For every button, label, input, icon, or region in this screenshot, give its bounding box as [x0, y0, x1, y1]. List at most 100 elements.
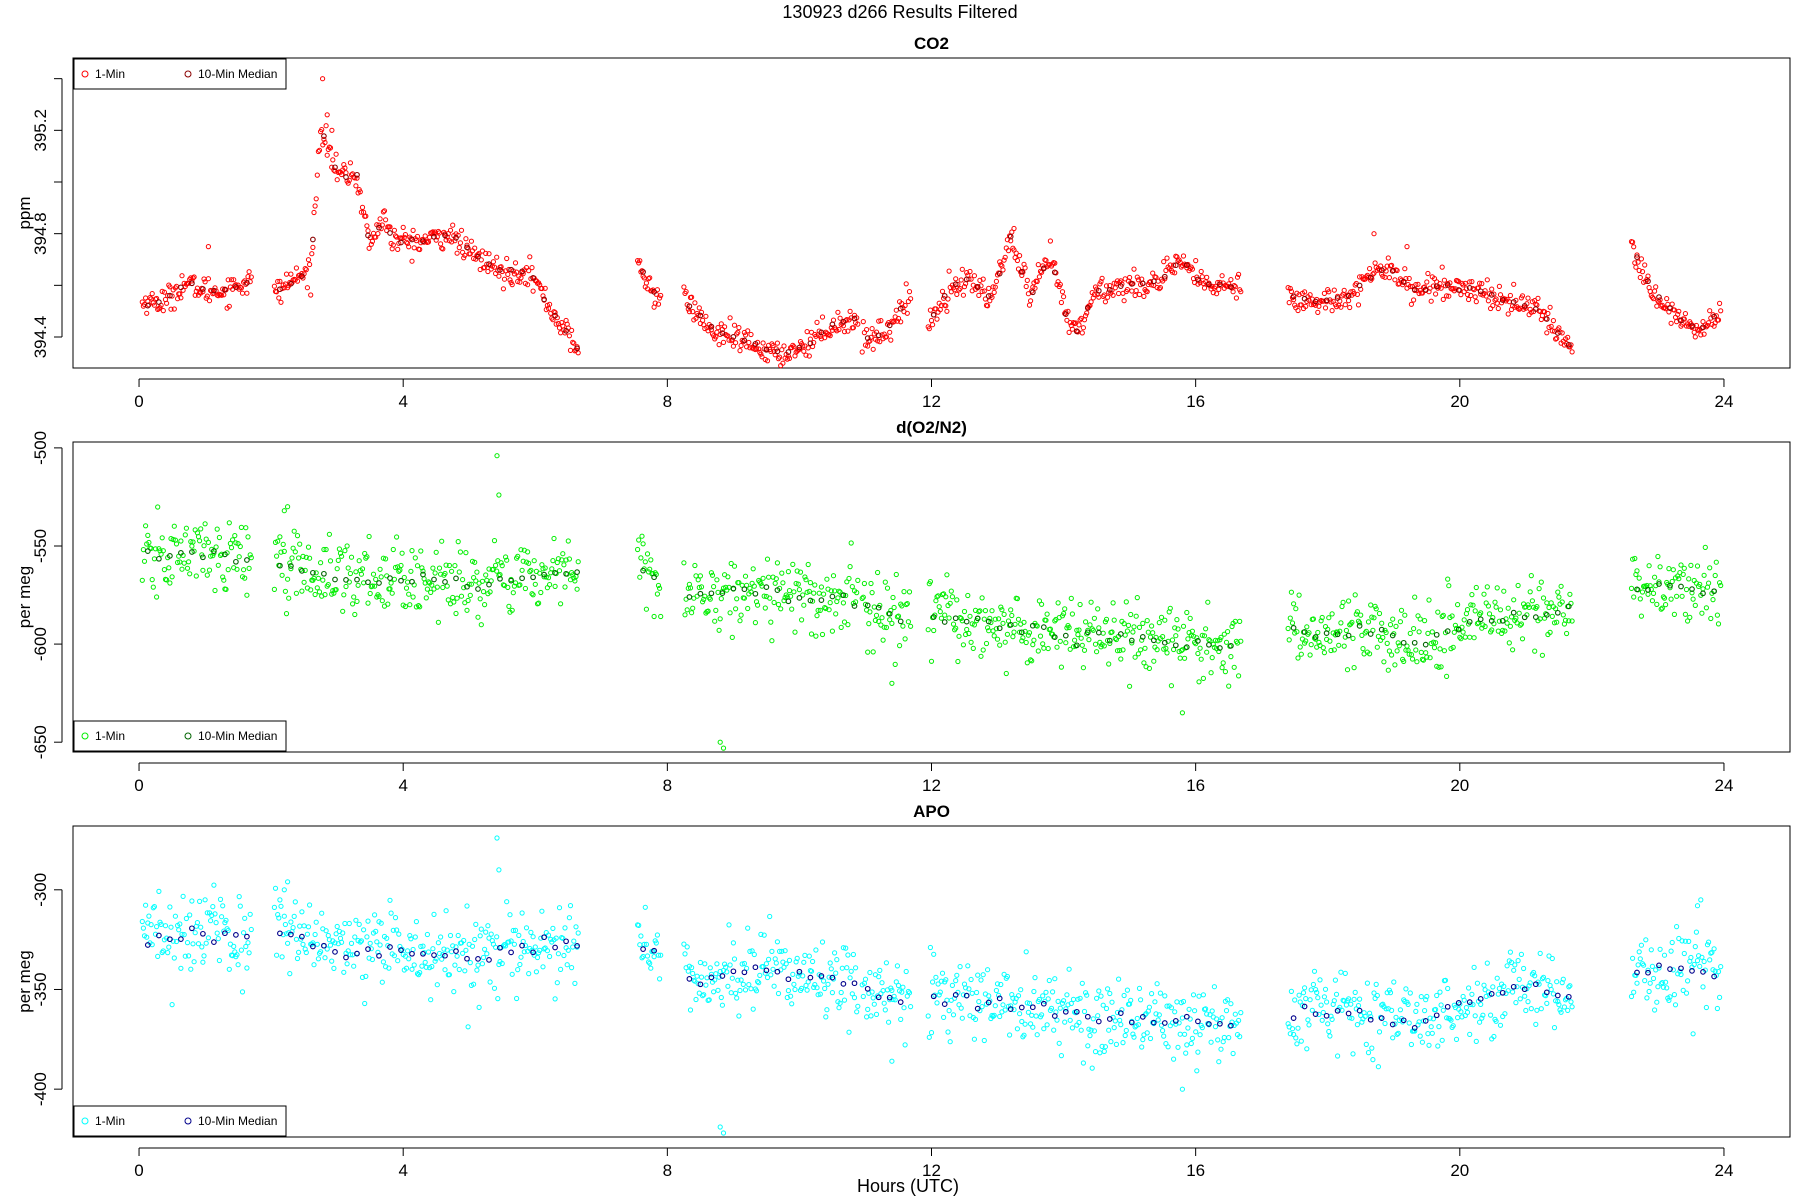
- co2-point: [525, 282, 531, 288]
- apo-point: [717, 968, 723, 975]
- apo-point: [933, 974, 939, 980]
- co2-point: [1110, 292, 1116, 298]
- apo-point: [1545, 978, 1551, 984]
- apo-point: [424, 931, 430, 938]
- o2n2-point: [900, 623, 906, 629]
- apo-point: [1667, 994, 1673, 1000]
- co2-point: [1147, 279, 1154, 285]
- apo-point: [363, 973, 369, 980]
- o2n2-point: [867, 609, 873, 615]
- apo-point: [504, 899, 510, 905]
- apo-point: [441, 946, 447, 952]
- o2n2-point: [354, 598, 360, 605]
- o2n2-point: [1319, 614, 1325, 621]
- o2n2-median-point: [200, 554, 206, 561]
- co2-point: [971, 273, 978, 279]
- apo-point: [561, 952, 567, 959]
- co2-point: [1156, 286, 1162, 292]
- co2-point: [1172, 270, 1178, 276]
- co2-point: [747, 345, 753, 351]
- co2-point: [346, 177, 352, 183]
- apo-point: [828, 966, 834, 972]
- apo-point: [1481, 982, 1487, 988]
- o2n2-median-point: [640, 567, 646, 574]
- co2-point: [1371, 270, 1377, 276]
- apo-point: [569, 965, 575, 971]
- o2n2-point: [967, 613, 973, 619]
- apo-point: [303, 949, 309, 956]
- o2n2-point: [654, 591, 661, 597]
- co2-point: [980, 276, 986, 282]
- co2-median-point: [530, 275, 536, 281]
- o2n2-point: [955, 658, 961, 665]
- o2n2-point: [1118, 656, 1124, 662]
- apo-point: [1495, 991, 1501, 997]
- co2-median-point: [697, 312, 704, 319]
- co2-median-point: [189, 280, 195, 287]
- co2-median-point: [167, 292, 173, 299]
- o2n2-point: [561, 562, 567, 568]
- apo-point: [278, 903, 284, 909]
- o2n2-point: [558, 601, 564, 607]
- co2-point: [826, 331, 832, 338]
- o2n2-point: [1449, 613, 1455, 619]
- co2-median-point: [1689, 323, 1695, 329]
- co2-point: [1525, 295, 1531, 301]
- o2n2-point: [496, 572, 502, 579]
- apo-point: [1437, 989, 1443, 995]
- apo-point: [1341, 998, 1347, 1004]
- o2n2-point: [1167, 605, 1173, 611]
- co2-point: [189, 278, 195, 284]
- o2n2-point: [440, 584, 446, 591]
- apo-point: [1194, 1068, 1200, 1074]
- apo-point: [1538, 1006, 1544, 1012]
- co2-point: [1701, 331, 1707, 337]
- co2-point: [1233, 295, 1240, 301]
- o2n2-point: [1315, 629, 1321, 636]
- o2n2-median-point: [719, 590, 726, 596]
- o2n2-point: [1024, 660, 1030, 666]
- co2-point: [275, 278, 281, 285]
- co2-point: [1118, 278, 1124, 284]
- apo-point: [1656, 965, 1662, 971]
- apo-point: [1073, 1010, 1079, 1016]
- o2n2-point: [1326, 615, 1332, 621]
- o2n2-point: [1501, 588, 1507, 594]
- apo-point: [1325, 1021, 1331, 1027]
- co2-point: [1199, 274, 1205, 280]
- o2n2-point: [937, 609, 943, 615]
- apo-median-point: [156, 932, 162, 939]
- apo-point: [1631, 989, 1637, 995]
- co2-point: [501, 276, 508, 282]
- co2-point: [434, 234, 440, 240]
- apo-point: [1661, 952, 1668, 958]
- apo-point: [814, 985, 820, 991]
- apo-point: [819, 939, 826, 945]
- co2-point: [1061, 294, 1067, 300]
- apo-point: [359, 974, 366, 981]
- o2n2-point: [480, 589, 487, 595]
- apo-point: [985, 967, 991, 973]
- co2-point: [205, 276, 211, 282]
- o2n2-point: [887, 617, 893, 623]
- o2n2-point: [1237, 618, 1243, 625]
- apo-median-point: [442, 952, 448, 959]
- apo-median-point: [1444, 1003, 1451, 1010]
- apo-point: [981, 1037, 987, 1044]
- co2-median-point: [1217, 281, 1223, 288]
- apo-point: [152, 931, 159, 937]
- apo-point: [1346, 996, 1352, 1002]
- co2-median-point: [1345, 292, 1352, 299]
- apo-point: [1425, 1031, 1431, 1037]
- o2n2-point: [908, 623, 914, 629]
- co2-point: [1413, 282, 1419, 288]
- o2n2-point: [860, 594, 866, 600]
- o2n2-point: [1710, 597, 1716, 603]
- co2-point: [478, 257, 484, 263]
- co2-point: [1132, 292, 1138, 299]
- o2n2-point: [960, 642, 967, 648]
- o2n2-point: [1679, 593, 1685, 599]
- co2-median-point: [1018, 268, 1025, 275]
- co2-point: [1649, 294, 1656, 300]
- apo-point: [1232, 1011, 1238, 1017]
